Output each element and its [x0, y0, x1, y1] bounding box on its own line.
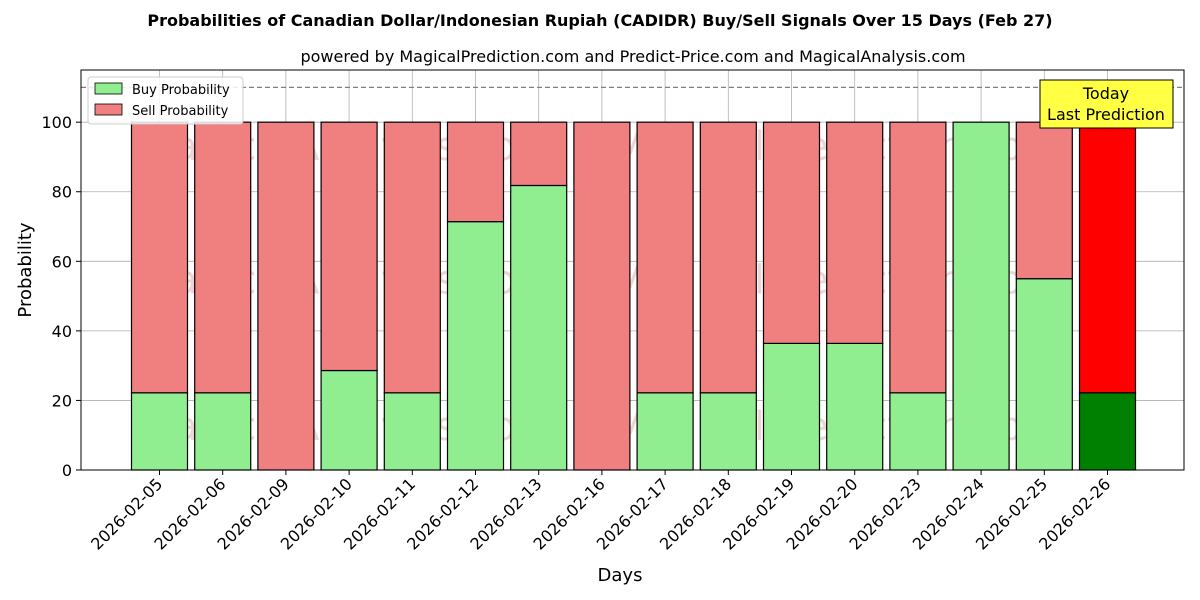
chart-title: Probabilities of Canadian Dollar/Indones… [147, 11, 1052, 30]
legend-buy-label: Buy Probability [132, 83, 230, 98]
legend-box [87, 76, 244, 125]
legend-sell-label: Sell Probability [132, 104, 229, 119]
y-tick-label-4: 80 [52, 183, 72, 202]
y-axis-ticks: 0 20 40 60 80 100 [41, 113, 81, 480]
sell-bar-5 [446, 121, 505, 223]
sell-bar-6 [510, 121, 568, 187]
sell-bar-14 [1015, 121, 1073, 280]
sell-bar-3 [320, 121, 378, 372]
legend-buy-swatch [94, 82, 123, 95]
last-prediction-label: Last Prediction [1047, 105, 1165, 124]
today-annotation: Today Last Prediction [1039, 79, 1174, 129]
buy-bar-11 [826, 342, 884, 471]
today-label: Today [1082, 84, 1129, 103]
sell-bar-2 [257, 121, 315, 471]
buy-bar-9 [699, 392, 757, 471]
chart-subtitle: powered by MagicalPrediction.com and Pre… [300, 47, 965, 66]
sell-bar-10 [762, 121, 821, 344]
buy-bar-4 [383, 392, 441, 471]
buy-bar-14 [1015, 278, 1073, 471]
x-axis-label: Days [598, 565, 643, 586]
sell-bar-4 [383, 121, 441, 394]
legend: Buy Probability Sell Probability [87, 76, 244, 125]
buy-bar-10 [762, 342, 821, 471]
sell-bar-1 [194, 121, 252, 394]
buy-bar-0 [130, 392, 189, 471]
y-tick-label-2: 40 [52, 322, 72, 341]
y-tick-label-3: 60 [52, 252, 72, 271]
y-axis-label: Probability [15, 222, 36, 317]
buy-bar-13 [952, 121, 1010, 471]
sell-bar-9 [699, 121, 757, 394]
sell-bar-8 [636, 121, 694, 394]
buy-bar-5 [446, 221, 505, 471]
y-tick-label-5: 100 [41, 113, 72, 132]
buy-bar-1 [194, 392, 252, 471]
legend-sell-swatch [94, 103, 123, 116]
bars [130, 121, 1137, 471]
buy-bar-3 [320, 369, 378, 471]
sell-bar-15 [1078, 121, 1137, 394]
plot-frame [80, 69, 1185, 471]
sell-bar-7 [573, 121, 631, 471]
sell-bar-11 [826, 121, 884, 344]
y-tick-label-0: 0 [62, 461, 72, 480]
buy-bar-6 [510, 184, 568, 471]
x-axis-ticks: 2026-02-052026-02-062026-02-092026-02-10… [87, 470, 1114, 554]
sell-bar-12 [889, 121, 947, 394]
sell-bar-0 [130, 121, 189, 394]
y-tick-label-1: 20 [52, 391, 72, 410]
buy-bar-8 [636, 392, 694, 471]
buy-bar-15 [1078, 392, 1137, 471]
today-box [1039, 79, 1174, 129]
buy-bar-12 [889, 392, 947, 471]
